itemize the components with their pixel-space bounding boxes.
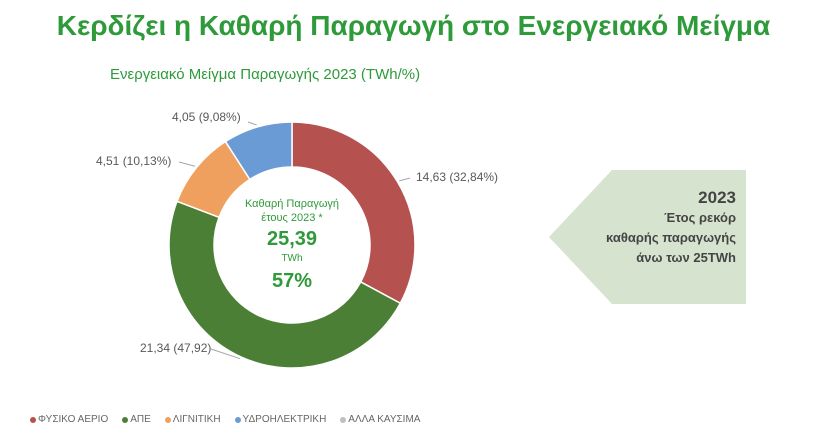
donut-slice-1 (291, 121, 416, 305)
data-label-4: 4,05 (9,08%) (172, 110, 241, 124)
legend-label: ΦΥΣΙΚΟ ΑΕΡΙΟ (38, 414, 109, 425)
chart-subtitle: Ενεργειακό Μείγμα Παραγωγής 2023 (TWh/%) (110, 66, 421, 83)
legend-dot-icon (234, 416, 241, 423)
leader-line-4 (247, 121, 257, 126)
page-title: Κερδίζει η Καθαρή Παραγωγή στο Ενεργειακ… (56, 10, 771, 41)
callout-line2: καθαρής παραγωγής (606, 230, 736, 245)
center-value: 25,39 (267, 228, 317, 250)
data-label-1: 14,63 (32,84%) (416, 170, 498, 184)
legend-item: ΑΛΛΑ ΚΑΥΣΙΜΑ (340, 414, 420, 425)
leader-line-2 (210, 348, 241, 360)
legend-item: ΦΥΣΙΚΟ ΑΕΡΙΟ (30, 414, 108, 425)
legend-dot-icon (30, 416, 36, 423)
legend-dot-icon (164, 416, 171, 423)
legend-item: ΛΙΓΝΙΤΙΚΗ (164, 414, 221, 425)
center-percent: 57% (272, 270, 312, 292)
center-text-line2: έτους 2023 * (261, 212, 323, 224)
center-unit: TWh (281, 253, 302, 264)
callout-line1: Έτος ρεκόρ (664, 210, 736, 225)
legend-label: ΛΙΓΝΙΤΙΚΗ (172, 414, 221, 425)
legend-label: ΑΛΛΑ ΚΑΥΣΙΜΑ (348, 414, 421, 425)
callout-year: 2023 (698, 188, 736, 207)
legend-item: ΥΔΡΟΗΛΕΚΤΡΙΚΗ (234, 414, 327, 425)
legend-item: ΑΠΕ (122, 414, 151, 425)
legend-dot-icon (340, 416, 347, 423)
chart-legend: ΦΥΣΙΚΟ ΑΕΡΙΟ ΑΠΕ ΛΙΓΝΙΤΙΚΗ ΥΔΡΟΗΛΕΚΤΡΙΚΗ ΑΛΛ… (30, 414, 420, 425)
legend-label: ΑΠΕ (130, 414, 151, 425)
data-label-3: 4,51 (10,13%) (96, 154, 171, 168)
legend-label: ΥΔΡΟΗΛΕΚΤΡΙΚΗ (242, 414, 327, 425)
leader-line-1 (399, 177, 411, 182)
legend-dot-icon (122, 416, 129, 423)
center-text-line1: Καθαρή Παραγωγή (245, 198, 339, 210)
callout-line3: άνω των 25TWh (636, 250, 736, 265)
leader-line-3 (178, 161, 196, 167)
data-label-2: 21,34 (47,92) (140, 341, 211, 355)
donut-slice-4 (224, 121, 293, 181)
donut-slice-2 (168, 200, 402, 369)
